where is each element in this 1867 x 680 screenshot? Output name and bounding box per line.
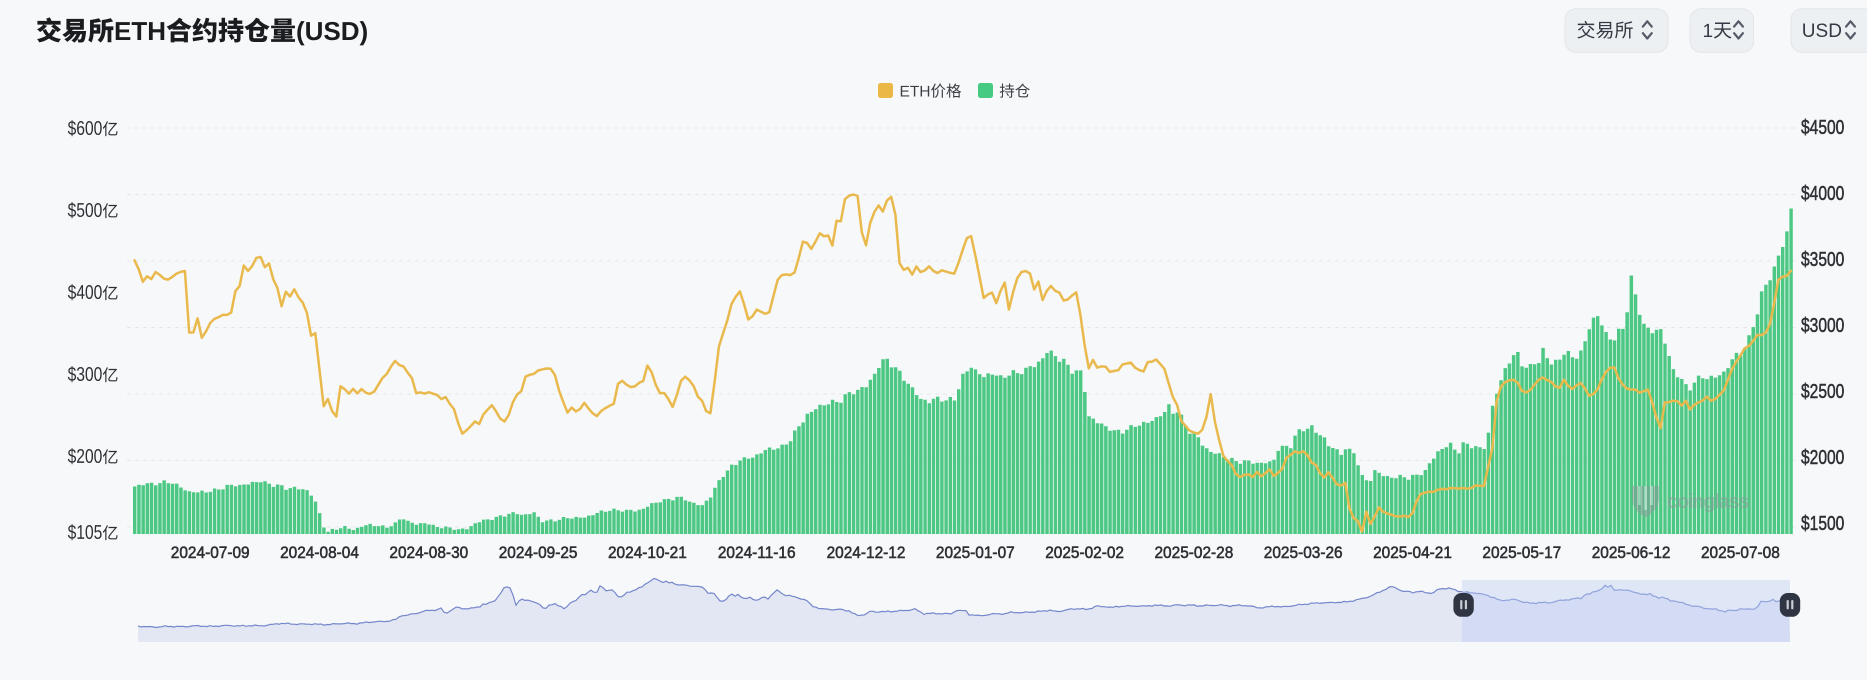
svg-text:$3500: $3500 — [1801, 248, 1844, 270]
svg-text:2024-09-25: 2024-09-25 — [499, 544, 578, 562]
svg-text:coinglass: coinglass — [1667, 491, 1750, 513]
svg-text:2024-07-09: 2024-07-09 — [171, 544, 250, 562]
svg-text:$3000: $3000 — [1801, 314, 1844, 336]
svg-text:$2000: $2000 — [1801, 446, 1844, 468]
svg-text:$1500: $1500 — [1801, 512, 1844, 534]
svg-text:2024-12-12: 2024-12-12 — [827, 544, 906, 562]
svg-text:2025-02-02: 2025-02-02 — [1045, 544, 1124, 562]
svg-text:2024-08-30: 2024-08-30 — [389, 544, 468, 562]
svg-text:USD: USD — [1802, 21, 1842, 42]
svg-text:$4500: $4500 — [1801, 116, 1844, 138]
svg-text:2025-03-26: 2025-03-26 — [1264, 544, 1343, 562]
svg-text:2025-06-12: 2025-06-12 — [1592, 544, 1671, 562]
svg-text:2024-08-04: 2024-08-04 — [280, 544, 359, 562]
svg-text:2025-07-08: 2025-07-08 — [1701, 544, 1780, 562]
svg-text:$2500: $2500 — [1801, 380, 1844, 402]
svg-text:2024-11-16: 2024-11-16 — [718, 544, 796, 562]
svg-text:$4000: $4000 — [1801, 182, 1844, 204]
svg-text:2025-01-07: 2025-01-07 — [936, 544, 1015, 562]
svg-text:2025-05-17: 2025-05-17 — [1482, 544, 1561, 562]
svg-text:2025-04-21: 2025-04-21 — [1373, 544, 1452, 562]
svg-text:2025-02-28: 2025-02-28 — [1154, 544, 1233, 562]
svg-text:2024-10-21: 2024-10-21 — [608, 544, 687, 562]
